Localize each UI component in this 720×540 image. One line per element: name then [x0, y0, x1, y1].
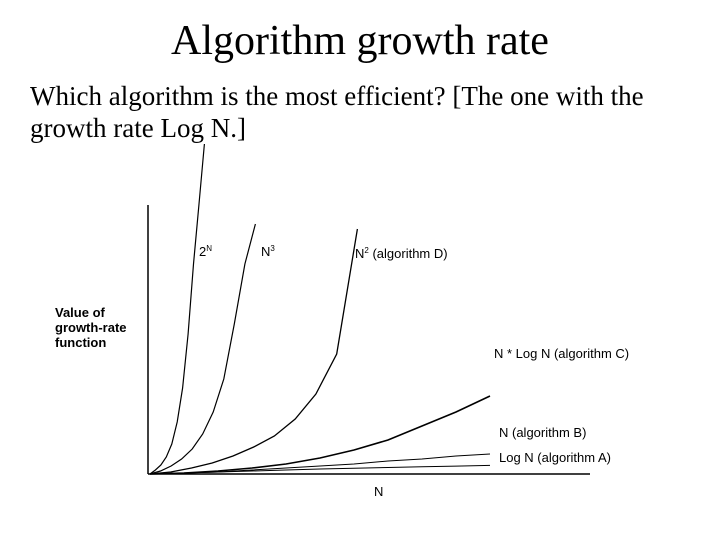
curve-n-log-n-algorithm-c	[149, 395, 491, 475]
curves-group	[149, 143, 491, 475]
y-axis-label-line-1: Value of	[55, 305, 106, 320]
slide-body-text: Which algorithm is the most efficient? […	[30, 81, 644, 143]
series-label-n3: N3	[261, 244, 275, 259]
curve-n-algorithm-b	[149, 453, 491, 475]
series-label-n-algorithm-b: N (algorithm B)	[499, 425, 586, 440]
series-labels-group: 2N N3 N2 (algorithm D) N * Log N (algorithm…	[199, 244, 629, 465]
curve-log-n-algorithm-a	[149, 464, 491, 475]
slide-title: Algorithm growth rate	[171, 18, 549, 64]
x-axis-label: N	[374, 484, 383, 499]
series-label-n2-algorithm-d: N2 (algorithm D)	[355, 246, 448, 261]
series-label-log-n-algorithm-a: Log N (algorithm A)	[499, 450, 611, 465]
curve-n3	[149, 223, 256, 475]
y-axis-label-line-2: growth-rate	[55, 320, 127, 335]
curve-2n	[149, 143, 205, 475]
series-label-n-log-n-algorithm-c: N * Log N (algorithm C)	[494, 346, 629, 361]
series-label-2n: 2N	[199, 244, 212, 259]
y-axis-label-line-3: function	[55, 335, 106, 350]
y-axis-label: Value of growth-rate function	[55, 305, 130, 350]
curve-n2-algorithm-d	[149, 228, 359, 475]
